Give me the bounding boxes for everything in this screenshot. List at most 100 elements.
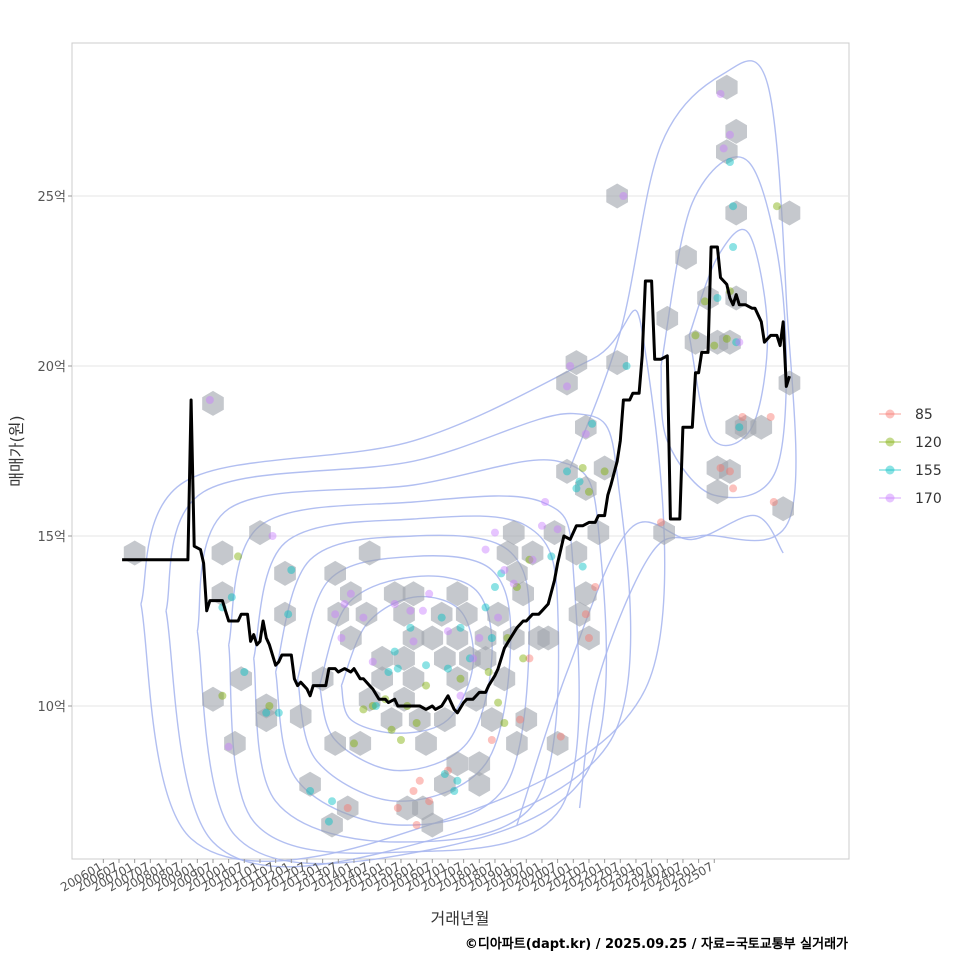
hex-bin [434, 771, 456, 797]
point-area-120 [578, 464, 587, 472]
legend-item-170: 170 [879, 491, 942, 507]
hex-bin [446, 581, 469, 607]
point-area-85 [738, 413, 747, 421]
legend-label: 170 [915, 491, 942, 507]
point-area-155 [572, 484, 581, 493]
point-area-170 [359, 613, 368, 622]
point-area-120 [387, 725, 396, 734]
point-area-85 [487, 736, 496, 744]
point-area-155 [622, 362, 631, 370]
point-area-85 [729, 484, 738, 493]
hex-bin [656, 305, 679, 331]
hex-bin [402, 625, 425, 651]
point-area-85 [409, 787, 418, 795]
point-area-85 [516, 715, 525, 724]
point-area-120 [368, 702, 377, 710]
legend-label: 155 [915, 463, 942, 479]
point-area-155 [227, 593, 236, 602]
hex-bin [587, 520, 610, 546]
point-area-155 [324, 817, 333, 826]
point-area-120 [265, 702, 274, 710]
hex-bin [274, 601, 296, 627]
hex-bin [565, 540, 588, 566]
hex-bin [606, 183, 628, 209]
legend-item-85: 85 [879, 407, 933, 423]
hex-bin [568, 601, 591, 627]
hex-bin [299, 771, 321, 797]
point-area-155 [713, 294, 722, 302]
point-area-155 [735, 423, 744, 432]
point-area-170 [537, 521, 546, 530]
point-area-155 [481, 603, 490, 612]
hex-bin [496, 540, 519, 566]
point-area-170 [418, 606, 427, 615]
point-area-85 [443, 766, 452, 775]
hex-bin [719, 329, 741, 355]
x-axis-title: 거래년월 [431, 909, 490, 928]
hex-bin [684, 329, 707, 355]
point-area-120 [710, 341, 719, 350]
point-area-155 [563, 467, 572, 476]
point-area-170 [719, 144, 728, 153]
point-area-120 [422, 681, 431, 690]
point-area-170 [331, 610, 340, 619]
hex-bin [537, 625, 560, 651]
density-contour [569, 60, 797, 809]
hex-bin [772, 496, 794, 522]
point-area-120 [494, 698, 503, 707]
hex-bin [725, 118, 747, 144]
point-area-170 [456, 691, 465, 700]
hex-bin [716, 74, 738, 100]
hex-bin [543, 520, 566, 546]
hex-bin [515, 707, 538, 733]
point-area-170 [716, 90, 725, 98]
hex-bin [274, 560, 296, 586]
hex-bin [565, 350, 588, 376]
hex-bin [468, 751, 491, 777]
point-area-155 [437, 613, 446, 622]
point-area-170 [406, 606, 415, 615]
hex-bin [289, 703, 312, 729]
hex-bin [474, 625, 497, 651]
hex-bin [393, 645, 415, 671]
hex-bin [578, 625, 600, 651]
point-area-85 [393, 804, 402, 812]
legend-item-155: 155 [879, 463, 942, 479]
hex-bin [546, 730, 569, 756]
point-area-170 [268, 532, 277, 540]
point-area-155 [487, 634, 496, 642]
hex-bin [249, 520, 271, 546]
y-axis-title: 매매가(원) [7, 415, 26, 486]
hex-bin [593, 455, 616, 481]
point-area-155 [390, 647, 399, 656]
scatter-points [205, 90, 781, 829]
hex-bin [340, 625, 362, 651]
point-area-85 [425, 797, 434, 806]
point-area-155 [440, 770, 449, 778]
point-area-85 [415, 776, 424, 785]
trend-line [122, 245, 791, 715]
hex-bin [481, 707, 503, 733]
point-area-170 [490, 528, 499, 537]
hex-bin [383, 581, 406, 607]
point-area-85 [725, 467, 734, 476]
point-area-170 [337, 634, 346, 642]
point-area-170 [500, 566, 509, 574]
point-area-85 [581, 610, 590, 619]
point-area-170 [509, 579, 518, 588]
point-area-155 [732, 338, 741, 347]
hex-bin [349, 730, 372, 756]
point-area-155 [453, 776, 462, 785]
point-area-170 [346, 589, 355, 598]
hex-bin [719, 458, 741, 484]
point-area-170 [566, 362, 575, 370]
legend: 85 120 155 170 [879, 407, 942, 507]
hex-bin [446, 625, 469, 651]
point-area-170 [563, 382, 572, 391]
point-area-120 [700, 297, 709, 306]
plot-panel [71, 42, 850, 860]
point-area-155 [465, 654, 474, 663]
hex-bin [725, 200, 747, 226]
point-area-170 [368, 657, 377, 666]
point-area-120 [456, 674, 465, 683]
